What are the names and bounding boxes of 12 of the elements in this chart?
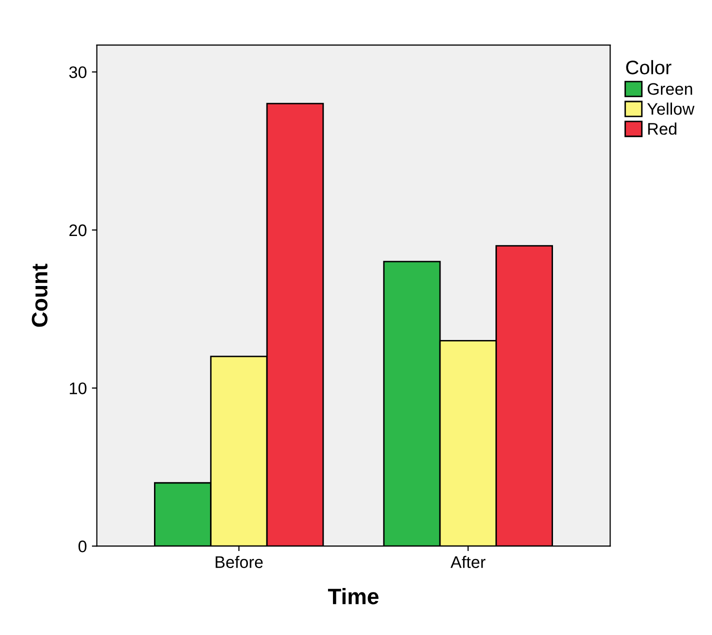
x-axis-title: Time: [328, 588, 378, 604]
x-tick-label: Before: [216, 556, 263, 568]
y-tick-label: 0: [78, 540, 86, 552]
legend-title: Color: [626, 60, 672, 74]
y-axis-title: Count: [32, 264, 48, 327]
legend-label: Green: [648, 83, 692, 95]
y-tick-label: 20: [69, 224, 86, 236]
y-tick-label: 10: [70, 382, 86, 394]
legend-label: Red: [648, 122, 676, 135]
y-tick-label: 30: [69, 66, 86, 78]
x-tick-label: After: [450, 556, 486, 568]
legend-label: Yellow: [647, 102, 694, 115]
